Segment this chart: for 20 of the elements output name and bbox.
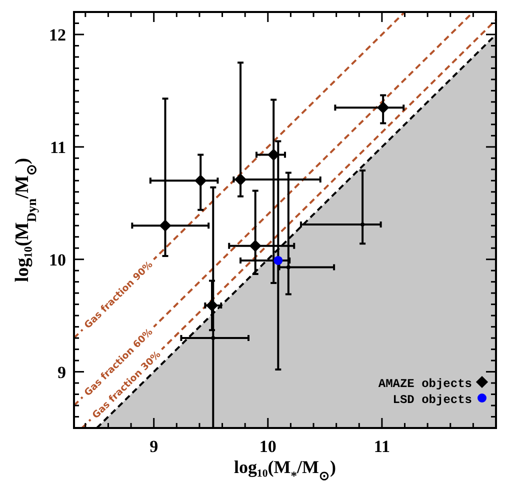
y-tick-label: 9 (58, 362, 66, 382)
y-tick-label: 11 (50, 138, 66, 157)
x-tick-label: 10 (259, 437, 276, 456)
x-axis-title: log₁₀(M$_{*}$/M$_{⊙}$) (234, 457, 336, 483)
point (360, 222, 365, 226)
point (234, 174, 246, 186)
point (377, 102, 389, 114)
legend-label: LSD objects (392, 393, 472, 407)
y-tick-label: 10 (49, 250, 66, 270)
point (194, 174, 206, 186)
legend-label: AMAZE objects (378, 377, 472, 391)
point (206, 300, 218, 312)
point (286, 265, 290, 270)
point (250, 240, 262, 252)
x-tick-label: 11 (374, 437, 390, 456)
point (274, 256, 283, 265)
x-tick-label: 9 (150, 437, 158, 456)
point (159, 220, 171, 232)
point (211, 336, 216, 340)
y-tick-label: 12 (49, 25, 66, 44)
